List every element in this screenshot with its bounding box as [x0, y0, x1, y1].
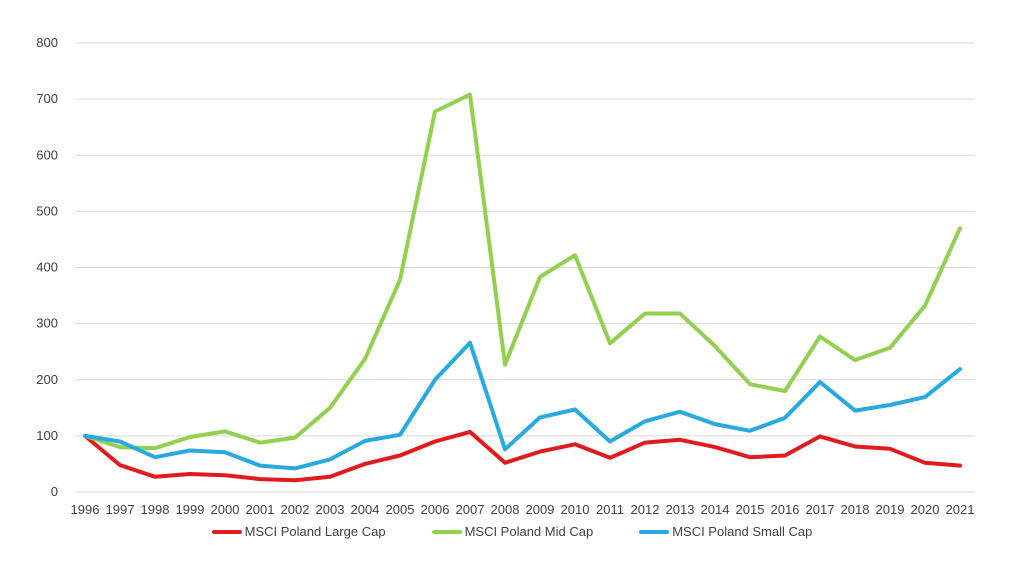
- x-axis-tick-label: 2004: [351, 502, 380, 517]
- x-axis-tick-label: 2002: [281, 502, 310, 517]
- series-line-msci-poland-large-cap: [83, 429, 962, 483]
- series-line-msci-poland-mid-cap: [83, 92, 962, 451]
- x-axis-tick-label: 1996: [71, 502, 100, 517]
- x-axis-tick-label: 2010: [561, 502, 590, 517]
- x-axis-tick-label: 2021: [946, 502, 975, 517]
- legend-swatch-icon: [639, 529, 670, 534]
- x-axis-tick-label: 2014: [701, 502, 730, 517]
- x-axis-tick-label: 2003: [316, 502, 345, 517]
- x-axis-tick-label: 2000: [211, 502, 240, 517]
- legend-swatch-icon: [211, 529, 242, 534]
- x-axis-tick-label: 2018: [841, 502, 870, 517]
- x-axis-tick-label: 2017: [806, 502, 835, 517]
- y-axis-tick-label: 700: [36, 91, 58, 106]
- y-axis-tick-label: 500: [36, 203, 58, 218]
- x-axis-tick-label: 2019: [876, 502, 905, 517]
- legend-item-msci-poland-mid-cap: MSCI Poland Mid Cap: [431, 524, 594, 539]
- legend-item-msci-poland-small-cap: MSCI Poland Small Cap: [639, 524, 812, 539]
- x-axis-tick-label: 2016: [771, 502, 800, 517]
- x-axis-tick-label: 2006: [421, 502, 450, 517]
- x-axis-tick-label: 2011: [596, 502, 624, 517]
- y-axis-tick-label: 0: [51, 484, 58, 499]
- legend-label: MSCI Poland Small Cap: [672, 524, 813, 539]
- legend-swatch-icon: [431, 529, 462, 534]
- y-axis-tick-label: 200: [36, 372, 58, 387]
- x-axis-tick-label: 2020: [911, 502, 940, 517]
- x-axis-tick-label: 1997: [106, 502, 135, 517]
- x-axis-tick-label: 2005: [386, 502, 415, 517]
- y-axis-tick-label: 100: [36, 428, 58, 443]
- x-axis-tick-label: 1998: [141, 502, 170, 517]
- x-axis-tick-label: 2015: [736, 502, 765, 517]
- legend-label: MSCI Poland Large Cap: [244, 524, 386, 539]
- series-line-msci-poland-small-cap: [83, 340, 962, 471]
- x-axis-tick-label: 2007: [456, 502, 485, 517]
- chart-legend: MSCI Poland Large Cap MSCI Poland Mid Cap…: [0, 524, 1024, 539]
- legend-label: MSCI Poland Mid Cap: [464, 524, 594, 539]
- x-axis-tick-label: 2013: [666, 502, 695, 517]
- x-axis-tick-label: 2008: [491, 502, 520, 517]
- x-axis-tick-label: 2009: [526, 502, 555, 517]
- y-axis-tick-label: 800: [36, 35, 58, 50]
- x-axis-tick-label: 2001: [246, 502, 275, 517]
- y-axis-tick-label: 600: [36, 147, 58, 162]
- x-axis-tick-label: 1999: [176, 502, 205, 517]
- y-axis-tick-label: 400: [36, 260, 58, 275]
- y-axis-tick-label: 300: [36, 316, 58, 331]
- x-axis-tick-label: 2012: [631, 502, 660, 517]
- legend-item-msci-poland-large-cap: MSCI Poland Large Cap: [211, 524, 386, 539]
